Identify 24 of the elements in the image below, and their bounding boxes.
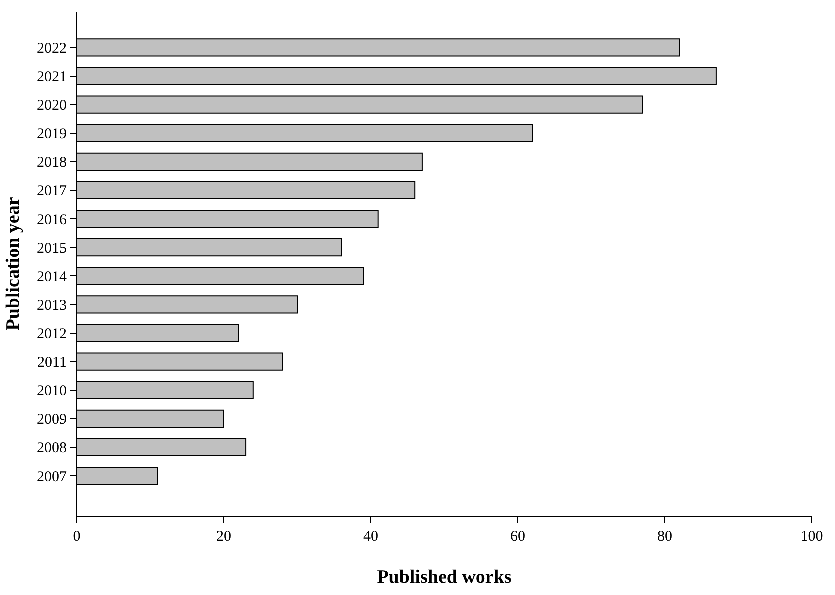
x-tick-label: 80 (658, 529, 672, 545)
y-tick-label: 2012 (37, 326, 67, 342)
x-axis-title: Published works (377, 566, 512, 588)
x-tick-label: 20 (216, 529, 232, 545)
y-axis-title: Publication year (2, 196, 24, 331)
x-tick-label: 40 (364, 529, 378, 545)
y-tick-label: 2016 (37, 212, 68, 228)
y-tick-label: 2011 (38, 355, 67, 372)
y-tick-label: 2007 (37, 469, 68, 486)
x-tick-label: 100 (800, 529, 824, 545)
y-tick-label: 2008 (37, 440, 67, 457)
y-tick-label: 2020 (37, 98, 67, 114)
y-tick-label: 2013 (37, 298, 67, 314)
y-tick-label: 2017 (37, 184, 68, 200)
y-tick-label: 2022 (37, 40, 67, 57)
y-tick-label: 2010 (37, 384, 67, 400)
y-tick-label: 2015 (37, 240, 67, 257)
x-tick-label: 60 (510, 529, 526, 545)
y-tick-label: 2014 (37, 269, 68, 286)
y-tick-label: 2021 (37, 70, 67, 86)
y-tick-label: 2019 (37, 126, 67, 143)
y-tick-label: 2018 (37, 155, 67, 172)
x-tick-label: 0 (73, 529, 81, 545)
y-tick-label: 2009 (37, 412, 67, 428)
